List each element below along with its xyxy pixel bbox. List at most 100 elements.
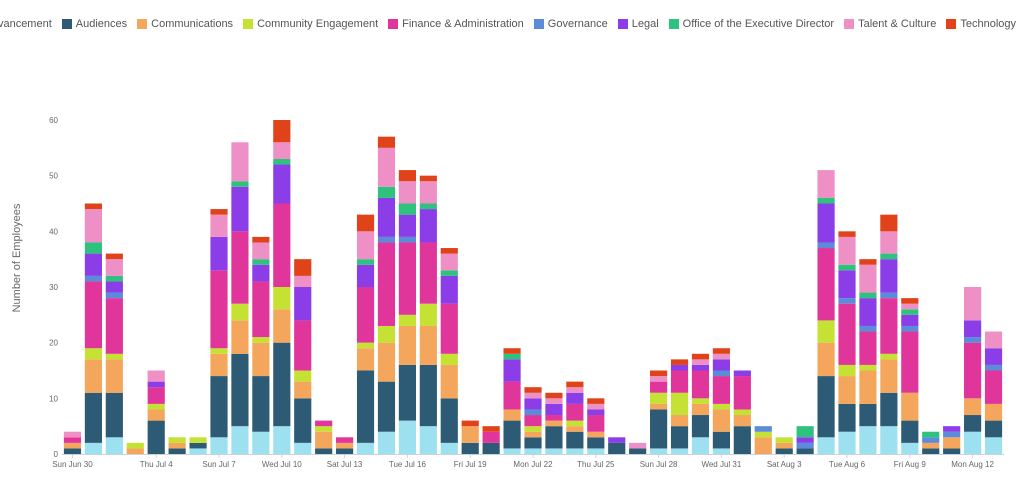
bar-segment-talent-and-culture[interactable] [210, 214, 228, 237]
bar-segment-communications[interactable] [273, 309, 291, 343]
bar-segment-community-engagement[interactable] [84, 348, 102, 360]
bar-segment-community-engagement[interactable] [105, 353, 123, 360]
bar-segment-finance-and-administration[interactable] [336, 437, 354, 443]
bar-segment-communications[interactable] [964, 398, 982, 416]
bar-segment-audiences[interactable] [419, 364, 437, 427]
bar-segment-community-engagement[interactable] [210, 348, 228, 354]
bar-segment-community-engagement[interactable] [398, 314, 416, 326]
bar-segment-technology[interactable] [210, 209, 228, 215]
bar-segment-advancement[interactable] [231, 426, 249, 454]
bar-segment-audiences[interactable] [901, 420, 919, 443]
bar-segment-legal[interactable] [84, 253, 102, 276]
bar-segment-talent-and-culture[interactable] [398, 181, 416, 204]
bar-segment-audiences[interactable] [210, 376, 228, 438]
bar-segment-talent-and-culture[interactable] [294, 275, 312, 287]
bar-segment-finance-and-administration[interactable] [63, 437, 82, 443]
bar-segment-finance-and-administration[interactable] [691, 370, 710, 399]
bar-segment-technology[interactable] [524, 387, 542, 393]
bar-segment-communications[interactable] [336, 442, 354, 449]
bar-segment-audiences[interactable] [880, 392, 898, 427]
bar-segment-office-of-the-executive-director[interactable] [377, 186, 396, 198]
bar-segment-audiences[interactable] [712, 431, 730, 449]
bar-segment-governance[interactable] [984, 364, 1003, 371]
bar-segment-advancement[interactable] [252, 431, 270, 454]
bar-segment-technology[interactable] [503, 348, 521, 354]
bar-segment-community-engagement[interactable] [650, 392, 668, 404]
bar-segment-technology[interactable] [252, 236, 270, 243]
bar-segment-audiences[interactable] [984, 420, 1003, 438]
bar-segment-technology[interactable] [545, 392, 563, 399]
bar-segment-technology[interactable] [84, 203, 102, 210]
bar-segment-office-of-the-executive-director[interactable] [880, 253, 898, 260]
legend-item-communications[interactable]: Communications [137, 18, 233, 30]
bar-segment-audiences[interactable] [147, 420, 165, 454]
bar-segment-audiences[interactable] [566, 431, 584, 449]
bar-segment-talent-and-culture[interactable] [859, 264, 877, 293]
bar-segment-communications[interactable] [126, 448, 144, 454]
bar-segment-technology[interactable] [901, 298, 919, 304]
bar-segment-technology[interactable] [650, 370, 668, 377]
bar-segment-talent-and-culture[interactable] [566, 387, 584, 393]
bar-segment-audiences[interactable] [294, 398, 312, 443]
bar-segment-community-engagement[interactable] [754, 431, 772, 438]
bar-segment-communications[interactable] [84, 359, 102, 393]
bar-segment-technology[interactable] [294, 259, 312, 276]
bar-segment-audiences[interactable] [377, 381, 396, 432]
bar-segment-community-engagement[interactable] [440, 353, 458, 365]
bar-segment-audiences[interactable] [796, 448, 814, 454]
bar-segment-legal[interactable] [796, 437, 814, 443]
bar-segment-talent-and-culture[interactable] [901, 303, 919, 310]
bar-segment-governance[interactable] [922, 437, 940, 443]
legend-item-legal[interactable]: Legal [617, 18, 659, 30]
bar-segment-talent-and-culture[interactable] [712, 353, 730, 360]
bar-segment-talent-and-culture[interactable] [419, 181, 437, 204]
bar-segment-audiences[interactable] [356, 370, 375, 443]
bar-segment-legal[interactable] [587, 409, 605, 416]
bar-segment-finance-and-administration[interactable] [859, 331, 877, 365]
bar-segment-communications[interactable] [775, 442, 793, 449]
bar-segment-office-of-the-executive-director[interactable] [503, 353, 521, 360]
bar-segment-audiences[interactable] [273, 342, 291, 427]
bar-segment-technology[interactable] [419, 175, 437, 182]
bar-segment-talent-and-culture[interactable] [629, 442, 647, 449]
bar-segment-talent-and-culture[interactable] [691, 359, 710, 365]
bar-segment-community-engagement[interactable] [315, 426, 333, 432]
bar-segment-talent-and-culture[interactable] [63, 431, 82, 438]
bar-segment-governance[interactable] [754, 426, 772, 432]
bar-segment-communications[interactable] [566, 426, 584, 432]
bar-segment-office-of-the-executive-director[interactable] [356, 259, 375, 265]
bar-segment-legal[interactable] [880, 259, 898, 293]
bar-segment-audiences[interactable] [252, 376, 270, 432]
bar-segment-legal[interactable] [901, 314, 919, 326]
bar-segment-governance[interactable] [901, 325, 919, 332]
bar-segment-technology[interactable] [880, 214, 898, 232]
bar-segment-finance-and-administration[interactable] [210, 270, 228, 349]
bar-segment-communications[interactable] [733, 415, 751, 427]
bar-segment-community-engagement[interactable] [189, 437, 207, 443]
bar-segment-community-engagement[interactable] [168, 437, 186, 443]
bar-segment-finance-and-administration[interactable] [984, 370, 1003, 404]
bar-segment-community-engagement[interactable] [294, 370, 312, 382]
bar-segment-governance[interactable] [377, 236, 396, 243]
bar-segment-finance-and-administration[interactable] [670, 370, 689, 393]
bar-segment-finance-and-administration[interactable] [398, 242, 416, 315]
bar-segment-office-of-the-executive-director[interactable] [817, 197, 835, 204]
bar-segment-audiences[interactable] [461, 442, 479, 454]
bar-segment-office-of-the-executive-director[interactable] [419, 203, 437, 210]
bar-segment-audiences[interactable] [964, 415, 982, 432]
legend-item-finance-and-administration[interactable]: Finance & Administration [388, 18, 524, 30]
bar-segment-finance-and-administration[interactable] [817, 248, 835, 321]
bar-segment-audiences[interactable] [608, 442, 626, 454]
bar-segment-community-engagement[interactable] [775, 437, 793, 443]
bar-segment-talent-and-culture[interactable] [231, 142, 249, 182]
bar-segment-technology[interactable] [838, 231, 856, 237]
bar-segment-talent-and-culture[interactable] [105, 259, 123, 276]
bar-segment-communications[interactable] [168, 442, 186, 449]
bar-segment-audiences[interactable] [650, 409, 668, 449]
bar-segment-finance-and-administration[interactable] [650, 381, 668, 393]
bar-segment-finance-and-administration[interactable] [294, 320, 312, 371]
bar-segment-audiences[interactable] [84, 392, 102, 443]
bar-segment-finance-and-administration[interactable] [482, 431, 500, 443]
bar-segment-audiences[interactable] [105, 392, 123, 438]
bar-segment-finance-and-administration[interactable] [733, 376, 751, 410]
